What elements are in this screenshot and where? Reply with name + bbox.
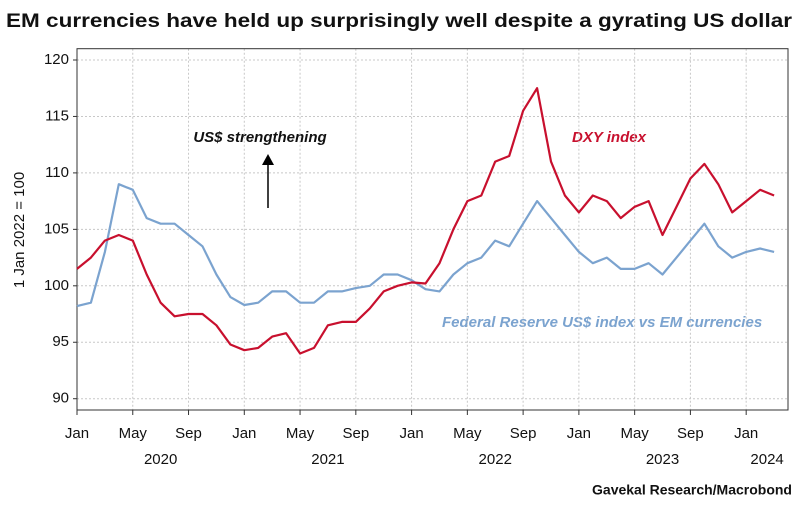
y-tick-label: 115 xyxy=(45,107,69,124)
x-tick-label: May xyxy=(453,425,482,442)
x-tick-label: Jan xyxy=(232,425,256,442)
y-tick-label: 105 xyxy=(44,220,69,237)
x-tick-label: Jan xyxy=(65,425,89,442)
annotation-arrowhead xyxy=(262,154,274,165)
series-label: Federal Reserve US$ index vs EM currenci… xyxy=(442,314,762,331)
chart-title: EM currencies have held up surprisingly … xyxy=(6,11,793,32)
y-tick-label: 95 xyxy=(52,333,69,350)
x-tick-label: Sep xyxy=(342,425,369,442)
y-tick-label: 110 xyxy=(45,164,69,181)
y-axis-label: 1 Jan 2022 = 100 xyxy=(11,172,28,288)
annotation: US$ strengthening xyxy=(193,129,326,146)
series-line xyxy=(76,87,775,355)
x-tick-label: May xyxy=(119,425,148,442)
x-tick-label: Sep xyxy=(175,425,202,442)
series-line xyxy=(76,183,775,308)
x-tick-label: Jan xyxy=(567,425,591,442)
x-tick-label: Jan xyxy=(399,425,423,442)
x-tick-label: Sep xyxy=(677,425,704,442)
x-tick-label: May xyxy=(286,425,315,442)
x-year-label: 2022 xyxy=(479,451,512,468)
x-year-label: 2020 xyxy=(144,451,177,468)
x-tick-label: Sep xyxy=(510,425,537,442)
y-tick-label: 120 xyxy=(44,51,69,68)
x-year-label: 2024 xyxy=(750,451,783,468)
x-year-label: 2023 xyxy=(646,451,679,468)
y-tick-label: 100 xyxy=(44,277,69,294)
x-year-label: 2021 xyxy=(311,451,344,468)
series-label: DXY index xyxy=(572,129,647,146)
plot-frame xyxy=(76,48,789,411)
y-tick-label: 90 xyxy=(52,390,69,407)
x-tick-label: Jan xyxy=(734,425,758,442)
x-tick-label: May xyxy=(620,425,649,442)
source: Gavekal Research/Macrobond xyxy=(592,482,792,498)
